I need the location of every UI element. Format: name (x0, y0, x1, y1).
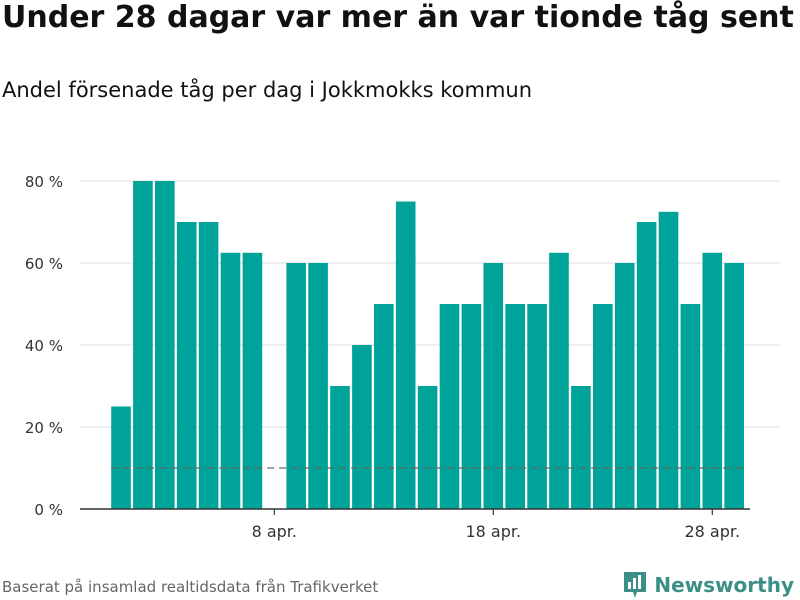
bar (724, 263, 744, 509)
bar-chart: 0 % 20 % 40 % 60 % 80 % 8 apr. 18 apr. 28 apr. (25, 173, 780, 541)
bar (395, 201, 416, 509)
newsworthy-icon (624, 572, 647, 598)
y-tick-label: 80 % (25, 173, 63, 191)
bar (417, 386, 438, 509)
bar (439, 304, 460, 509)
bar (352, 345, 372, 509)
brand-name: Newsworthy (654, 573, 794, 597)
bar (636, 222, 657, 509)
bar (330, 386, 350, 509)
bar (308, 263, 328, 509)
bar (111, 406, 131, 509)
axes: 0 % 20 % 40 % 60 % 80 % 8 apr. 18 apr. 28 apr. (25, 173, 750, 541)
bar (505, 304, 525, 509)
chart-title: Under 28 dagar var mer än var tionde tåg… (2, 0, 794, 35)
y-tick-label: 20 % (25, 419, 63, 437)
bar (593, 304, 613, 509)
y-tick-label: 0 % (34, 501, 63, 519)
y-tick-label: 60 % (25, 255, 63, 273)
bar (133, 181, 153, 509)
x-tick-label: 28 apr. (684, 522, 740, 541)
x-tick-label: 8 apr. (252, 522, 297, 541)
y-tick-label: 40 % (25, 337, 63, 355)
bar (176, 222, 197, 509)
bar (155, 181, 175, 509)
bars (111, 181, 744, 510)
bar (220, 252, 241, 510)
bar (571, 386, 591, 509)
bar (286, 263, 306, 509)
bar (242, 252, 263, 510)
bar (483, 263, 504, 509)
bar (658, 211, 679, 510)
chart-subtitle: Andel försenade tåg per dag i Jokkmokks … (2, 78, 533, 102)
bar (702, 252, 723, 510)
bar (461, 304, 482, 509)
bar (374, 304, 394, 509)
bar (549, 252, 569, 510)
bar (614, 263, 635, 509)
x-tick-label: 18 apr. (465, 522, 521, 541)
source-note: Baserat på insamlad realtidsdata från Tr… (2, 578, 379, 596)
bar (527, 304, 547, 509)
bar (680, 304, 701, 509)
newsworthy-logo: Newsworthy (622, 570, 794, 600)
bar (198, 222, 219, 509)
